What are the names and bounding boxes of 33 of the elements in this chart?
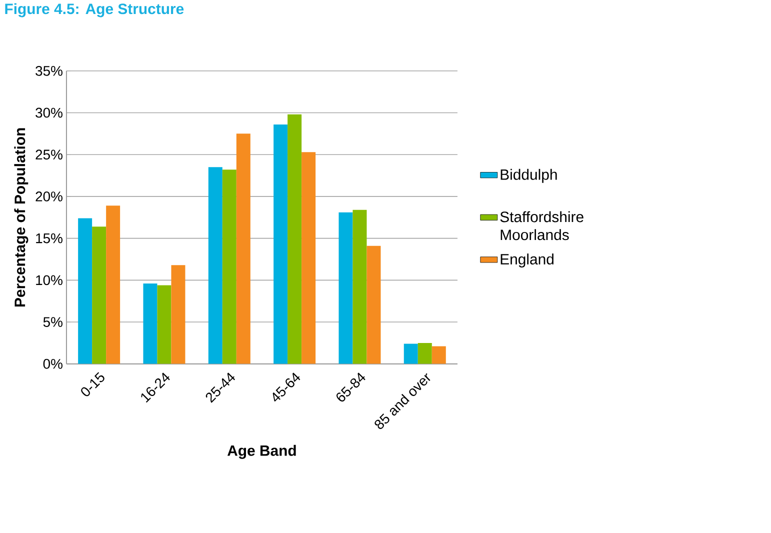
legend-label: Biddulph xyxy=(500,168,557,183)
y-axis-title: Percentage of Population xyxy=(14,128,28,306)
bar xyxy=(157,285,172,364)
y-tick-label: 35% xyxy=(36,66,62,76)
x-tick-label: 85 and over xyxy=(374,373,430,430)
bar xyxy=(208,167,222,364)
bar xyxy=(236,134,250,364)
bar xyxy=(418,342,432,364)
bar xyxy=(366,246,381,364)
bar xyxy=(92,226,106,364)
bar xyxy=(338,212,353,364)
y-tick-label: 25% xyxy=(36,150,62,160)
legend-label: Staffordshire Moorlands xyxy=(500,211,584,240)
chart-title: Figure 4.5: Age Structure xyxy=(5,3,184,18)
bar xyxy=(302,152,316,364)
bar xyxy=(171,265,186,364)
bar xyxy=(106,206,120,364)
legend-label: England xyxy=(500,254,554,268)
y-tick-label: 10% xyxy=(36,275,62,286)
x-axis-title: Age Band xyxy=(227,444,296,459)
bar xyxy=(352,210,367,364)
y-tick-label: 5% xyxy=(43,317,62,327)
bar xyxy=(288,114,302,364)
bar xyxy=(222,170,236,364)
y-tick-label: 30% xyxy=(36,108,62,118)
y-tick-label: 20% xyxy=(36,192,62,202)
bar xyxy=(78,218,92,364)
bar xyxy=(404,344,418,364)
y-tick-label: 15% xyxy=(36,233,62,244)
y-tick-label: 0% xyxy=(43,358,62,369)
bar xyxy=(274,124,288,364)
bar xyxy=(143,284,158,364)
bar xyxy=(432,346,446,364)
